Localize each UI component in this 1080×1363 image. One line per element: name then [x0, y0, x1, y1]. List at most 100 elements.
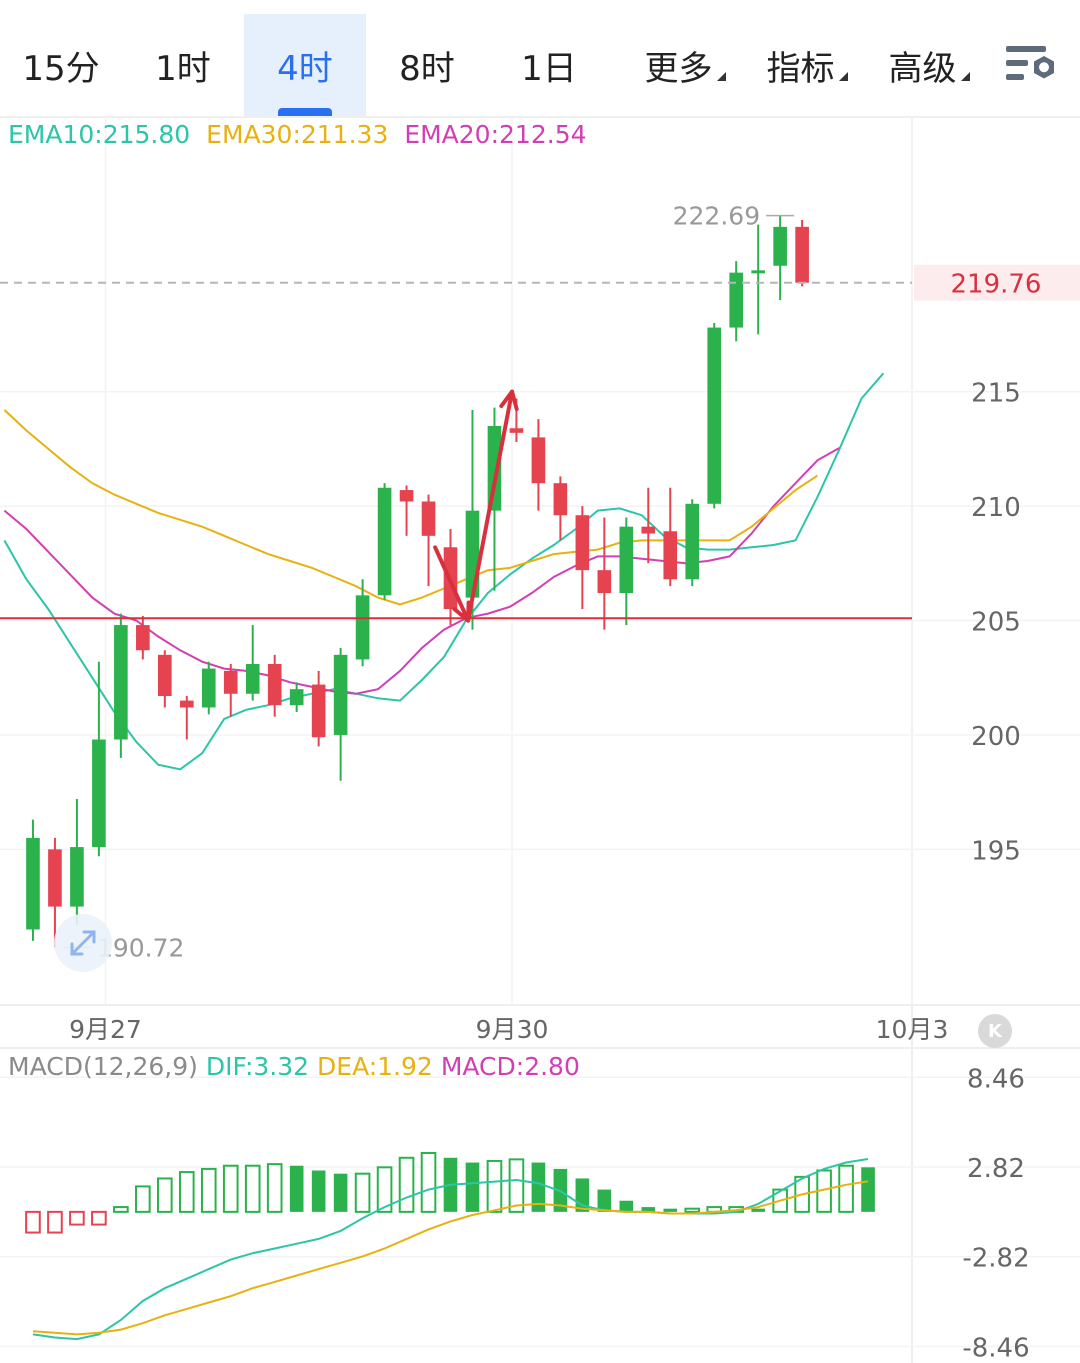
tab-advanced[interactable]: 高级 [868, 14, 990, 116]
macd-histogram-bar [25, 1210, 41, 1234]
candle [531, 419, 546, 511]
candle-body [399, 490, 414, 502]
macd-histogram-bar [266, 1163, 283, 1213]
candle-body [487, 425, 502, 511]
macd-legend: MACD(12,26,9) DIF:3.32 DEA:1.92 MACD:2.80 [8, 1052, 588, 1081]
candle [421, 494, 436, 587]
macd-histogram-bar [113, 1206, 129, 1213]
dropdown-triangle-icon [716, 71, 726, 81]
expand-arrows-icon[interactable] [54, 914, 112, 972]
macd-dea-label: DEA:1.92 [317, 1052, 433, 1081]
y-tick-label: 195 [971, 836, 1021, 866]
macd-histogram-bar [200, 1167, 217, 1213]
tab-8hour[interactable]: 8时 [399, 48, 455, 89]
candle-body [729, 272, 744, 328]
macd-dif-label: DIF:3.32 [205, 1052, 310, 1081]
candle-body [355, 595, 370, 660]
macd-dea-line [32, 1180, 869, 1336]
candle-body [223, 670, 238, 694]
macd-histogram-bar [47, 1210, 63, 1234]
high-price-label: 222.69 [673, 202, 760, 231]
macd-histogram-bar [751, 1208, 765, 1212]
macd-histogram-bar [420, 1152, 437, 1213]
x-tick-label: 9月27 [69, 1015, 142, 1044]
candle-body [377, 487, 392, 596]
candle [795, 219, 809, 287]
macd-histogram-bar [311, 1170, 326, 1212]
candle-body [421, 501, 436, 536]
candlesticks [26, 215, 809, 948]
candle-body [531, 437, 546, 484]
annotation-arrow-shaft [433, 545, 471, 623]
candle-body [707, 327, 722, 504]
macd-histogram-bar [289, 1165, 304, 1212]
candle [158, 650, 172, 708]
candle [663, 487, 678, 587]
candle-body [289, 689, 304, 706]
candle-body [553, 483, 568, 516]
candle-body [158, 654, 172, 697]
candle-body [179, 700, 194, 708]
candle [597, 517, 612, 630]
chart-grid [0, 116, 1080, 1363]
candle-body [201, 668, 216, 708]
macd-panel: 8.46 2.82 -2.82 -8.46 [0, 1064, 1080, 1363]
macd-dif-line [32, 1158, 869, 1341]
macd-histogram-bar [178, 1171, 195, 1213]
candle [333, 647, 348, 781]
macd-y-tick-label: 8.46 [967, 1064, 1025, 1094]
dropdown-triangle-icon [960, 71, 970, 81]
candle [114, 613, 128, 758]
tab-more[interactable]: 更多 [624, 14, 746, 116]
tab-1day[interactable]: 1日 [521, 48, 577, 89]
macd-histogram-bar [333, 1173, 348, 1212]
candle [48, 837, 62, 948]
tab-4hour[interactable]: 4时 [244, 14, 366, 116]
macd-histogram-bar [861, 1167, 875, 1212]
last-price-label: 219.76 [951, 270, 1042, 300]
candle-body [26, 837, 40, 930]
candle [487, 407, 502, 591]
candle-body [663, 531, 678, 580]
macd-params-label: MACD(12,26,9) [8, 1052, 198, 1081]
k-badge-icon[interactable]: K [978, 1014, 1012, 1048]
chart-settings-icon[interactable] [1000, 40, 1060, 92]
candle [267, 654, 282, 717]
candle [751, 224, 765, 335]
macd-histogram-bar [157, 1177, 173, 1213]
tab-indicators[interactable]: 指标 [746, 14, 868, 116]
macd-histogram-bar [641, 1207, 656, 1212]
macd-histogram-bar [597, 1189, 612, 1212]
macd-histogram-bar [619, 1200, 634, 1212]
candle [641, 487, 656, 564]
x-tick-label: 9月30 [476, 1015, 549, 1044]
macd-histogram-bar [486, 1159, 503, 1213]
last-price-badge [914, 264, 1080, 301]
ema30-legend: EMA30:211.33 [206, 120, 389, 149]
tab-15min[interactable]: 15分 [22, 48, 100, 89]
macd-histogram-bar [663, 1208, 678, 1212]
candle-body [641, 526, 656, 534]
candle-body [619, 526, 634, 594]
candle [245, 625, 260, 701]
macd-y-tick-label: 2.82 [967, 1154, 1025, 1184]
annotation-arrow-shaft [466, 389, 515, 623]
ema20-legend: EMA20:212.54 [404, 120, 587, 149]
candle-body [685, 503, 700, 580]
tab-1hour[interactable]: 1时 [155, 48, 211, 89]
candle-body [773, 226, 787, 266]
candle-body [751, 270, 765, 274]
macd-histogram-bar [531, 1162, 546, 1212]
candle-body [114, 625, 128, 740]
candle [729, 261, 744, 342]
candle-body [92, 739, 106, 848]
candle [70, 799, 84, 925]
candle-body [70, 847, 84, 907]
candle [553, 476, 568, 541]
y-tick-label: 205 [971, 608, 1021, 638]
candle-body [597, 570, 612, 594]
y-tick-label: 210 [971, 493, 1021, 523]
macd-value-label: MACD:2.80 [440, 1052, 580, 1081]
